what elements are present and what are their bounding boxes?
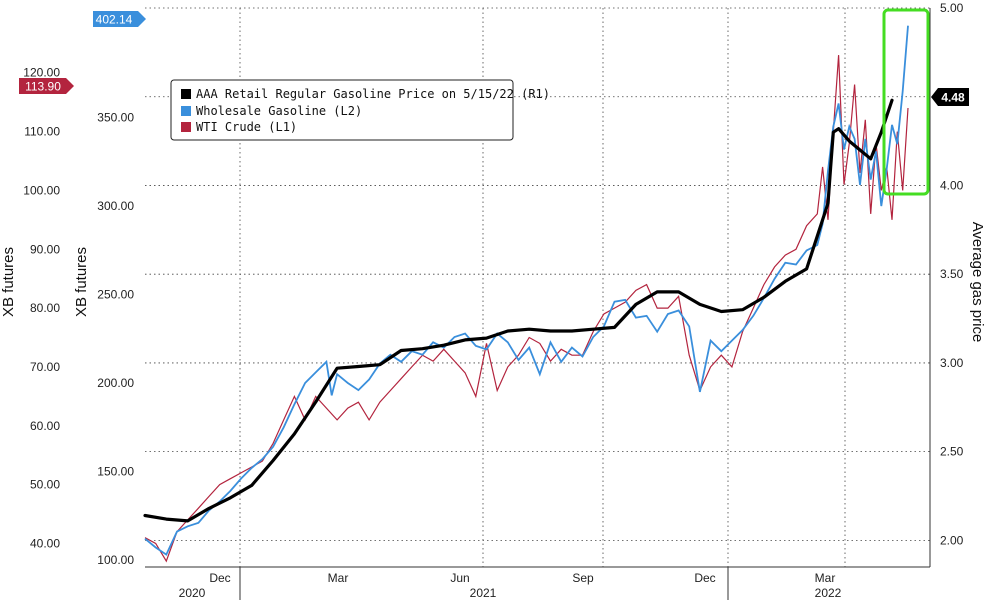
y-tick-label: 300.00 [97, 199, 134, 213]
legend-swatch [181, 122, 191, 132]
x-tick-label: Dec [694, 571, 715, 585]
y-tick-label: 4.00 [940, 178, 964, 192]
x-year-label: 2020 [179, 586, 206, 600]
right-axis-title: Average gas price [969, 222, 986, 343]
tag-value: 402.14 [96, 13, 133, 27]
legend-label: Wholesale Gasoline (L2) [196, 104, 362, 118]
tag-background [19, 78, 74, 94]
x-year-label: 2022 [815, 586, 842, 600]
x-tick-label: Sep [572, 571, 594, 585]
y-tick-label: 100.00 [97, 553, 134, 567]
y-tick-label: 50.00 [30, 478, 60, 492]
highlight-box [882, 8, 930, 196]
legend-entry: WTI Crude (L1) [181, 120, 297, 134]
aaa-retail-gasoline-line [143, 98, 894, 523]
y-tick-label: 70.00 [30, 360, 60, 374]
y-tick-label: 60.00 [30, 419, 60, 433]
x-tick-label: Jun [450, 571, 469, 585]
x-tick-label: Dec [209, 571, 230, 585]
legend-entry: AAA Retail Regular Gasoline Price on 5/1… [181, 87, 550, 101]
y-tick-label: 80.00 [30, 301, 60, 315]
wti-crude-line [144, 55, 909, 563]
left-inner-axis-title: XB futures [73, 247, 90, 317]
y-tick-label: 5.00 [940, 1, 964, 15]
y-tick-label: 3.00 [940, 356, 964, 370]
y-tick-label: 40.00 [30, 536, 60, 550]
y-tick-label: 250.00 [97, 288, 134, 302]
series-group [143, 25, 909, 563]
legend-frame [170, 79, 514, 141]
vertical-gridlines [239, 8, 846, 567]
y-tick-label: 350.00 [97, 111, 134, 125]
last-value-tag-wholesale: 402.14 [93, 11, 146, 27]
y-tick-label: 2.50 [940, 445, 964, 459]
y-tick-label: 200.00 [97, 376, 134, 390]
legend-label: WTI Crude (L1) [196, 120, 297, 134]
legend-swatch [181, 89, 191, 99]
last-value-tag-aaa: 4.48 [931, 88, 969, 106]
tag-value: 4.48 [941, 91, 965, 105]
wholesale-gasoline-line [144, 25, 909, 556]
tag-background [931, 88, 969, 106]
y-tick-label: 110.00 [24, 125, 60, 139]
x-tick-label: Mar [328, 571, 349, 585]
last-value-tag-wti: 113.90 [19, 78, 74, 94]
y-tick-label: 120.00 [23, 66, 60, 80]
x-month-labels: Dec Mar Jun Sep Dec Mar [209, 571, 835, 585]
left-outer-axis-title: XB futures [0, 247, 17, 317]
y-tick-label: 100.00 [23, 183, 60, 197]
y-tick-label: 2.00 [940, 533, 964, 547]
y-tick-label: 90.00 [30, 242, 60, 256]
x-tick-label: Mar [815, 571, 836, 585]
x-year-label: 2021 [470, 586, 497, 600]
legend-swatch [181, 106, 191, 116]
y-tick-label: 3.50 [940, 267, 964, 281]
tag-background [93, 11, 146, 27]
right-tick-labels: 2.002.503.003.504.004.505.00 [940, 1, 964, 547]
y-tick-label: 150.00 [97, 464, 134, 478]
legend-label: AAA Retail Regular Gasoline Price on 5/1… [196, 87, 550, 101]
legend: AAA Retail Regular Gasoline Price on 5/1… [170, 79, 550, 141]
legend-entry: Wholesale Gasoline (L2) [181, 104, 362, 118]
left-outer-tick-labels: 40.00 50.00 60.00 70.00 80.00 90.00 100.00 110.… [23, 66, 60, 551]
x-year-labels: 2020 2021 2022 [179, 586, 842, 600]
tag-value: 113.90 [25, 80, 61, 94]
left-inner-tick-labels: 100.00 150.00 200.00 250.00 300.00 350.00 [97, 111, 134, 567]
